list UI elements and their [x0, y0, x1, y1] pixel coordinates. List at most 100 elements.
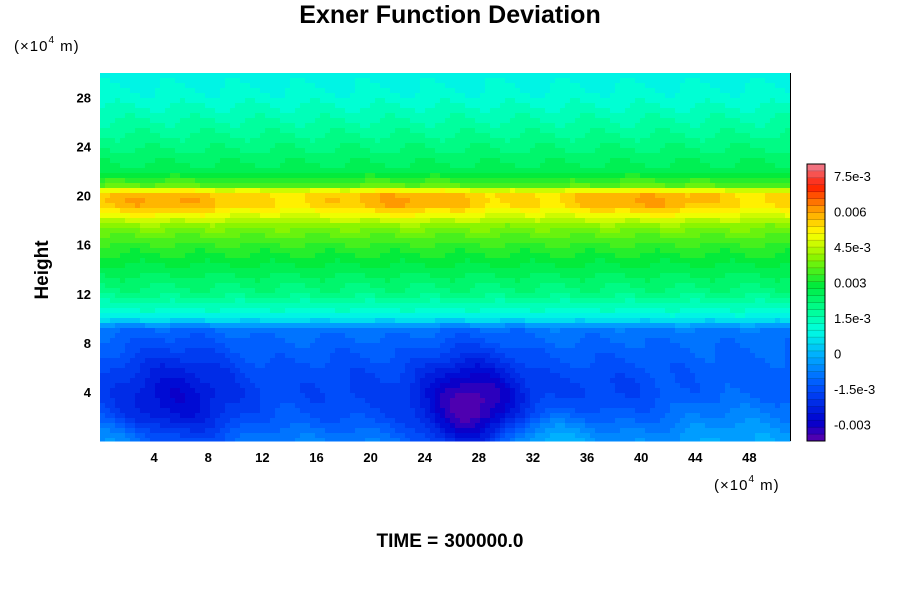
field-cell — [395, 103, 401, 109]
field-cell — [125, 248, 131, 254]
field-cell — [410, 128, 416, 134]
field-cell — [185, 233, 191, 239]
field-cell — [430, 118, 436, 124]
field-cell — [705, 98, 711, 104]
field-cell — [160, 248, 166, 254]
field-cell — [200, 93, 206, 99]
field-cell — [470, 228, 476, 234]
field-cell — [400, 218, 406, 224]
field-cell — [405, 123, 411, 129]
field-cell — [110, 163, 116, 169]
field-cell — [435, 173, 441, 179]
field-cell — [685, 138, 691, 144]
field-cell — [640, 218, 646, 224]
field-cell — [785, 123, 791, 129]
field-cell — [515, 128, 521, 134]
field-cell — [125, 93, 131, 99]
field-cell — [160, 88, 166, 94]
field-cell — [230, 138, 236, 144]
field-cell — [560, 203, 566, 209]
field-cell — [165, 73, 171, 79]
field-cell — [190, 223, 196, 229]
field-cell — [605, 158, 611, 164]
field-cell — [135, 178, 141, 184]
field-cell — [130, 163, 136, 169]
field-cell — [245, 163, 251, 169]
field-cell — [400, 248, 406, 254]
field-cell — [105, 153, 111, 159]
field-cell — [360, 153, 366, 159]
field-cell — [530, 98, 536, 104]
field-cell — [365, 148, 371, 154]
field-cell — [200, 103, 206, 109]
field-cell — [380, 73, 386, 79]
field-cell — [190, 213, 196, 219]
field-cell — [585, 218, 591, 224]
field-cell — [540, 103, 546, 109]
field-cell — [735, 73, 741, 79]
field-cell — [640, 203, 646, 209]
field-cell — [700, 153, 706, 159]
field-cell — [250, 88, 256, 94]
field-cell — [660, 118, 666, 124]
field-cell — [710, 188, 716, 194]
field-cell — [140, 133, 146, 139]
field-cell — [280, 248, 286, 254]
field-cell — [335, 73, 341, 79]
field-cell — [200, 248, 206, 254]
field-cell — [340, 238, 346, 244]
field-cell — [700, 203, 706, 209]
field-cell — [115, 108, 121, 114]
field-cell — [600, 113, 606, 119]
field-cell — [185, 253, 191, 259]
field-cell — [115, 143, 121, 149]
field-cell — [305, 218, 311, 224]
field-cell — [405, 148, 411, 154]
field-cell — [310, 228, 316, 234]
field-cell — [480, 188, 486, 194]
field-cell — [270, 183, 276, 189]
field-cell — [210, 233, 216, 239]
field-cell — [645, 223, 651, 229]
field-cell — [390, 163, 396, 169]
field-cell — [135, 238, 141, 244]
field-cell — [230, 128, 236, 134]
field-cell — [540, 148, 546, 154]
field-cell — [750, 98, 756, 104]
field-cell — [770, 218, 776, 224]
field-cell — [360, 143, 366, 149]
field-cell — [660, 228, 666, 234]
field-cell — [585, 88, 591, 94]
field-cell — [755, 208, 761, 214]
field-cell — [475, 193, 481, 199]
field-cell — [720, 108, 726, 114]
field-cell — [425, 198, 431, 204]
field-cell — [635, 113, 641, 119]
field-cell — [295, 128, 301, 134]
field-cell — [630, 143, 636, 149]
field-cell — [545, 118, 551, 124]
field-cell — [300, 78, 306, 84]
field-cell — [600, 88, 606, 94]
field-cell — [740, 138, 746, 144]
field-cell — [460, 218, 466, 224]
field-cell — [785, 198, 791, 204]
field-cell — [640, 183, 646, 189]
field-cell — [435, 203, 441, 209]
field-cell — [225, 193, 231, 199]
field-cell — [755, 158, 761, 164]
field-cell — [180, 188, 186, 194]
field-cell — [700, 118, 706, 124]
field-cell — [245, 78, 251, 84]
field-cell — [670, 233, 676, 239]
field-cell — [450, 128, 456, 134]
field-cell — [430, 248, 436, 254]
field-cell — [260, 173, 266, 179]
field-cell — [320, 133, 326, 139]
field-cell — [340, 148, 346, 154]
field-cell — [105, 78, 111, 84]
field-cell — [585, 123, 591, 129]
field-cell — [195, 178, 201, 184]
field-cell — [435, 218, 441, 224]
field-cell — [715, 203, 721, 209]
